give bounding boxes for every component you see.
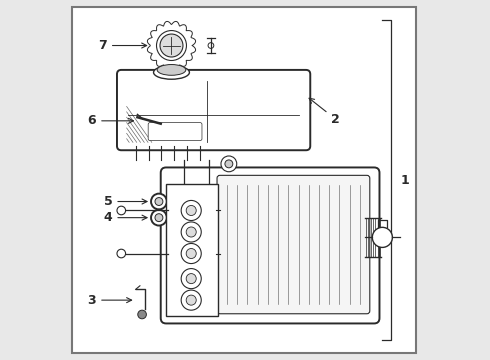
FancyBboxPatch shape xyxy=(117,70,310,150)
Text: 6: 6 xyxy=(88,114,133,127)
Circle shape xyxy=(186,248,196,258)
Circle shape xyxy=(186,295,196,305)
Ellipse shape xyxy=(153,66,190,79)
Circle shape xyxy=(151,194,167,210)
Circle shape xyxy=(155,198,163,206)
Circle shape xyxy=(138,310,147,319)
Text: 4: 4 xyxy=(103,211,147,224)
Circle shape xyxy=(181,269,201,289)
Circle shape xyxy=(117,249,125,258)
Circle shape xyxy=(155,214,163,222)
Circle shape xyxy=(181,222,201,242)
Text: 1: 1 xyxy=(401,174,410,186)
Circle shape xyxy=(117,206,125,215)
Circle shape xyxy=(181,243,201,264)
Text: 3: 3 xyxy=(88,294,132,307)
Circle shape xyxy=(186,227,196,237)
Circle shape xyxy=(225,160,233,168)
Text: 7: 7 xyxy=(98,39,147,52)
Circle shape xyxy=(221,156,237,172)
FancyBboxPatch shape xyxy=(161,167,379,323)
Circle shape xyxy=(186,206,196,216)
Circle shape xyxy=(186,274,196,284)
FancyBboxPatch shape xyxy=(166,184,218,316)
Text: 5: 5 xyxy=(103,195,147,208)
Ellipse shape xyxy=(157,64,186,75)
FancyBboxPatch shape xyxy=(217,175,370,314)
Circle shape xyxy=(208,42,214,48)
FancyBboxPatch shape xyxy=(72,7,416,353)
Polygon shape xyxy=(147,21,196,69)
Circle shape xyxy=(151,210,167,226)
Circle shape xyxy=(160,34,183,57)
Circle shape xyxy=(181,290,201,310)
Text: 2: 2 xyxy=(309,98,340,126)
Circle shape xyxy=(181,201,201,221)
Circle shape xyxy=(372,227,392,247)
FancyBboxPatch shape xyxy=(148,123,202,140)
